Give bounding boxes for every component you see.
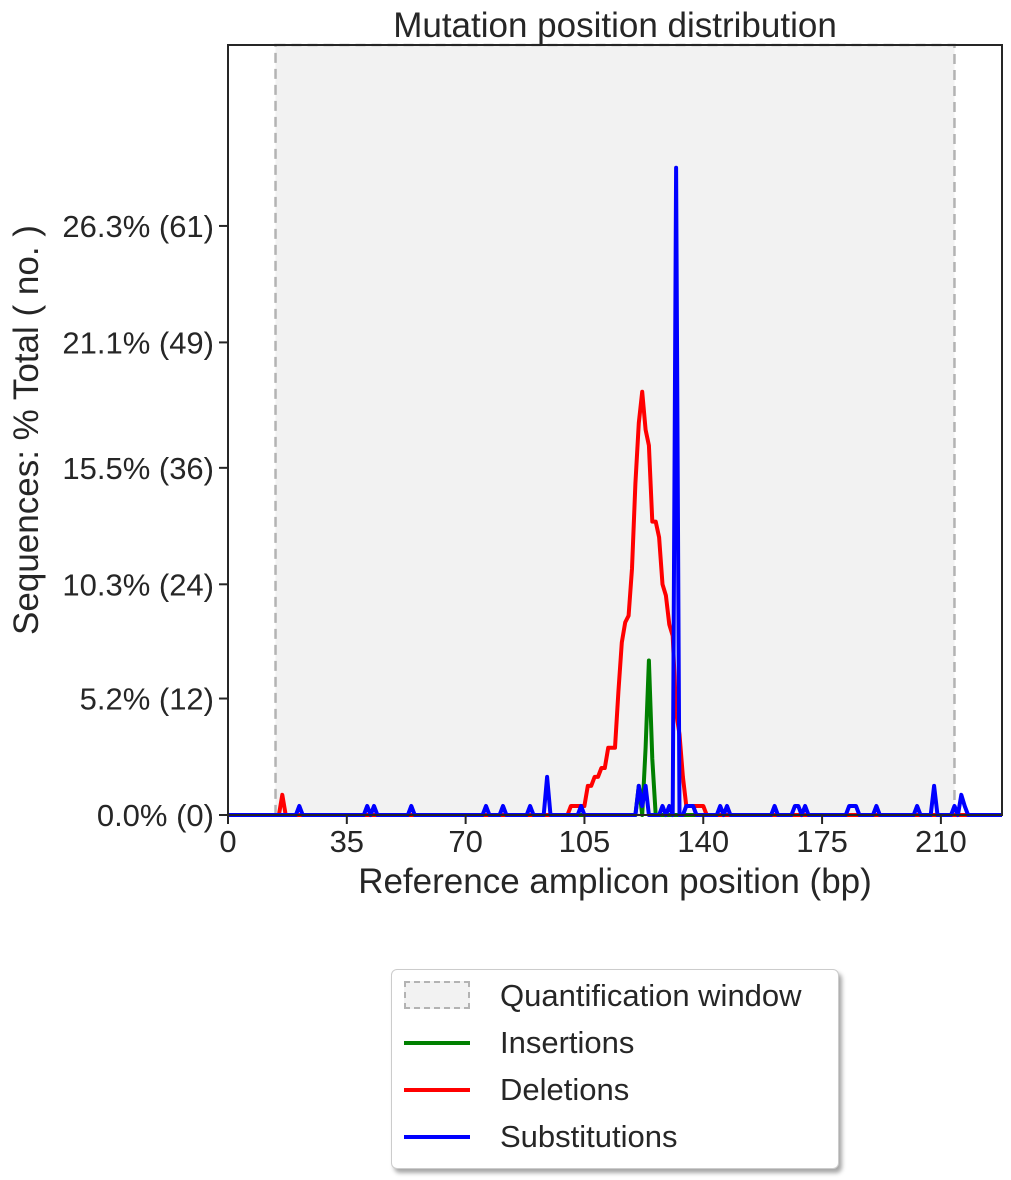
legend-item-insertions: Insertions xyxy=(404,1023,634,1063)
x-tick-label: 70 xyxy=(448,824,482,859)
x-tick-label: 175 xyxy=(796,824,848,859)
y-tick-label: 15.5% (36) xyxy=(62,451,214,486)
chart: 0 35 70 105 140 175 210 0.0% (0) 5.2% (12) 10.3% … xyxy=(7,6,1003,901)
legend-swatch-substitutions xyxy=(404,1122,470,1152)
y-tick-label: 26.3% (61) xyxy=(62,209,214,244)
y-tick-label: 21.1% (49) xyxy=(62,325,214,360)
y-axis-label: Sequences: % Total ( no. ) xyxy=(7,225,46,635)
x-axis-label: Reference amplicon position (bp) xyxy=(358,862,872,901)
legend-label-substitutions: Substitutions xyxy=(500,1119,678,1154)
quantification-window xyxy=(274,43,956,817)
legend: Quantification window Insertions Deletio… xyxy=(391,969,839,1169)
x-tick-label: 140 xyxy=(677,824,729,859)
axes: 0 35 70 105 140 175 210 0.0% (0) 5.2% (12) 10.3% … xyxy=(62,44,1003,859)
legend-item-quantification-window: Quantification window xyxy=(404,976,802,1016)
y-tick-label: 5.2% (12) xyxy=(80,682,214,717)
legend-swatch-window xyxy=(404,981,470,1011)
chart-title: Mutation position distribution xyxy=(393,6,837,45)
legend-item-deletions: Deletions xyxy=(404,1070,629,1110)
legend-swatch-deletions xyxy=(404,1075,470,1105)
legend-label-insertions: Insertions xyxy=(500,1025,635,1060)
y-tick-label: 10.3% (24) xyxy=(62,567,214,602)
x-tick-label: 105 xyxy=(559,824,611,859)
x-tick-label: 35 xyxy=(330,824,364,859)
legend-label-deletions: Deletions xyxy=(500,1072,630,1107)
legend-label-window: Quantification window xyxy=(500,978,802,1013)
x-tick-label: 210 xyxy=(915,824,967,859)
axes-frame xyxy=(227,44,1003,816)
legend-item-substitutions: Substitutions xyxy=(404,1117,678,1157)
x-tick-label: 0 xyxy=(219,824,236,859)
y-tick-label: 0.0% (0) xyxy=(97,798,214,833)
legend-swatch-insertions xyxy=(404,1028,470,1058)
quantification-window-rect xyxy=(274,43,956,817)
